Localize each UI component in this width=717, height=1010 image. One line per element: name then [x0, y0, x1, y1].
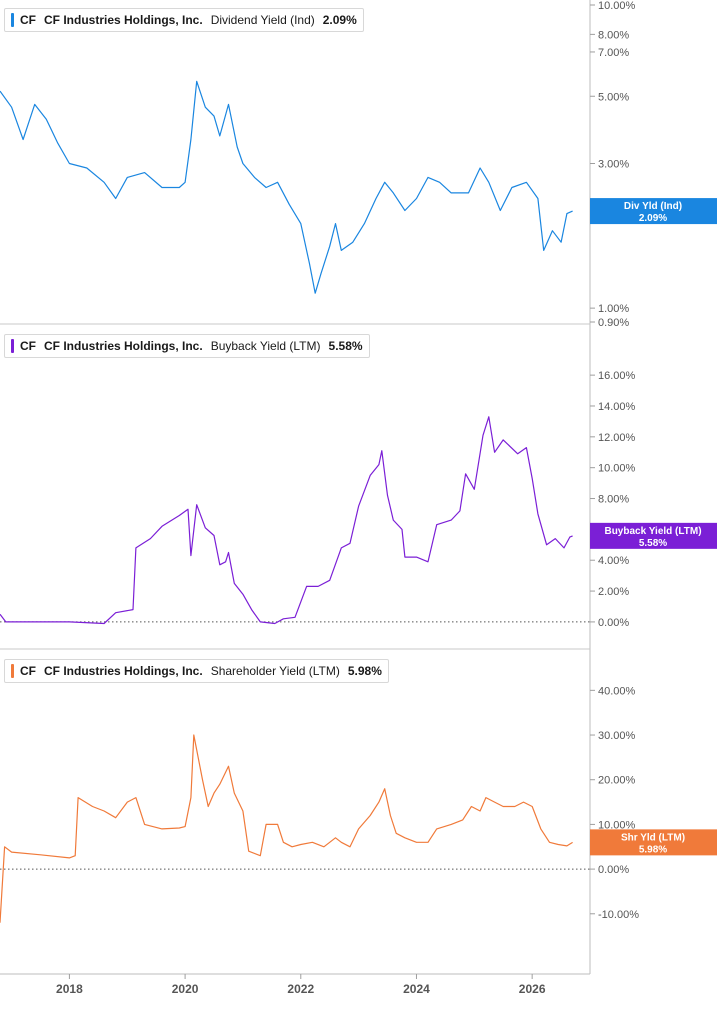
x-tick-label: 2020	[172, 982, 199, 996]
y-tick-label: 2.00%	[598, 586, 629, 598]
y-tick-label: 5.00%	[598, 91, 629, 103]
value-tag-value: 5.98%	[639, 844, 667, 855]
y-tick-label: 1.00%	[598, 303, 629, 315]
legend-swatch	[11, 664, 14, 678]
x-tick-label: 2024	[403, 982, 430, 996]
y-tick-label: 12.00%	[598, 432, 636, 444]
legend-value: 5.58%	[328, 339, 363, 353]
legend-metric: Shareholder Yield (LTM)	[210, 664, 340, 678]
y-tick-label: 4.00%	[598, 555, 629, 567]
y-tick-label: 30.00%	[598, 730, 636, 742]
y-tick-label: 8.00%	[598, 494, 629, 506]
value-tag-label: Div Yld (Ind)	[624, 201, 682, 212]
value-tag-label: Shr Yld (LTM)	[621, 832, 685, 843]
legend-swatch	[11, 339, 14, 353]
y-tick-label: 14.00%	[598, 401, 636, 413]
legend-dividend-yield: CF CF Industries Holdings, Inc. Dividend…	[4, 8, 364, 32]
legend-shareholder-yield: CF CF Industries Holdings, Inc. Sharehol…	[4, 659, 389, 683]
y-tick-label: 0.90%	[598, 317, 629, 329]
y-tick-label: 10.00%	[598, 0, 636, 12]
x-tick-label: 2022	[287, 982, 314, 996]
legend-company: CF Industries Holdings, Inc.	[44, 664, 203, 678]
value-tag	[590, 829, 717, 856]
legend-metric: Dividend Yield (Ind)	[210, 13, 315, 27]
y-tick-label: 10.00%	[598, 463, 636, 475]
series-line	[0, 734, 573, 923]
y-tick-label: 40.00%	[598, 685, 636, 697]
legend-swatch	[11, 13, 14, 27]
y-tick-label: 8.00%	[598, 29, 629, 41]
x-tick-label: 2018	[56, 982, 83, 996]
legend-ticker: CF	[20, 339, 36, 353]
legend-buyback-yield: CF CF Industries Holdings, Inc. Buyback …	[4, 334, 370, 358]
legend-company: CF Industries Holdings, Inc.	[44, 339, 203, 353]
legend-value: 2.09%	[322, 13, 357, 27]
x-tick-label: 2026	[519, 982, 546, 996]
legend-metric: Buyback Yield (LTM)	[210, 339, 321, 353]
y-tick-label: 3.00%	[598, 159, 629, 171]
series-line	[0, 416, 573, 625]
legend-ticker: CF	[20, 664, 36, 678]
y-tick-label: 10.00%	[598, 819, 636, 831]
y-tick-label: 0.00%	[598, 864, 629, 876]
series-line	[0, 80, 573, 294]
y-tick-label: 7.00%	[598, 47, 629, 59]
legend-ticker: CF	[20, 13, 36, 27]
value-tag-value: 5.58%	[639, 538, 667, 549]
y-tick-label: 0.00%	[598, 617, 629, 629]
legend-company: CF Industries Holdings, Inc.	[44, 13, 203, 27]
y-tick-label: 16.00%	[598, 370, 636, 382]
value-tag	[590, 198, 717, 225]
legend-value: 5.98%	[347, 664, 382, 678]
y-tick-label: 20.00%	[598, 775, 636, 787]
value-tag	[590, 522, 717, 549]
value-tag-label: Buyback Yield (LTM)	[604, 526, 701, 537]
value-tag-value: 2.09%	[639, 213, 667, 224]
y-tick-label: -10.00%	[598, 909, 639, 921]
